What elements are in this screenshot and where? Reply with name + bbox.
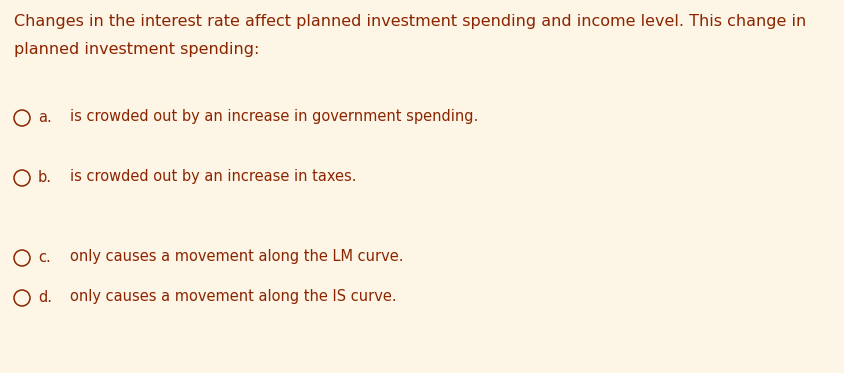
Text: only causes a movement along the LM curve.: only causes a movement along the LM curv… <box>70 250 403 264</box>
Text: planned investment spending:: planned investment spending: <box>14 42 259 57</box>
Text: c.: c. <box>38 250 51 264</box>
Text: only causes a movement along the IS curve.: only causes a movement along the IS curv… <box>70 289 397 304</box>
Text: is crowded out by an increase in government spending.: is crowded out by an increase in governm… <box>70 110 479 125</box>
Text: is crowded out by an increase in taxes.: is crowded out by an increase in taxes. <box>70 169 356 185</box>
Text: d.: d. <box>38 289 52 304</box>
Text: Changes in the interest rate affect planned investment spending and income level: Changes in the interest rate affect plan… <box>14 14 806 29</box>
Text: a.: a. <box>38 110 51 125</box>
Text: b.: b. <box>38 169 52 185</box>
